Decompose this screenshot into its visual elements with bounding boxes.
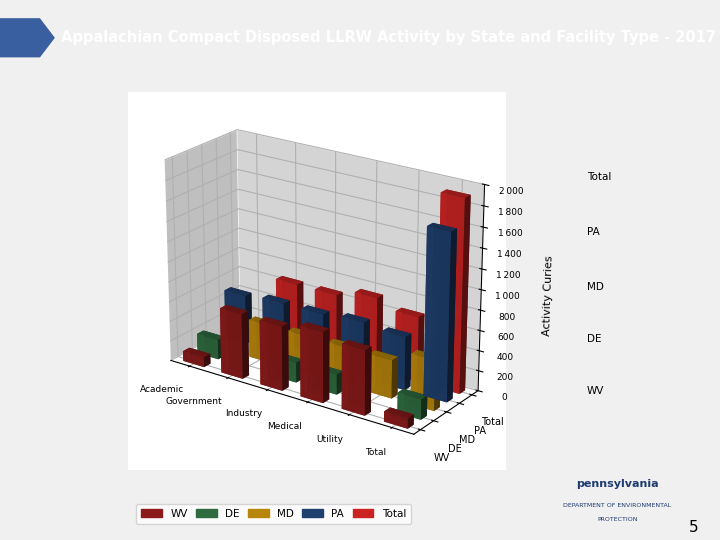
Text: DE: DE [587, 334, 601, 344]
Text: DEPARTMENT OF ENVIRONMENTAL: DEPARTMENT OF ENVIRONMENTAL [563, 503, 672, 508]
Text: PROTECTION: PROTECTION [597, 517, 638, 522]
Polygon shape [0, 19, 54, 57]
Legend: WV, DE, MD, PA, Total: WV, DE, MD, PA, Total [136, 504, 411, 524]
Text: pennsylvania: pennsylvania [576, 479, 659, 489]
Text: Total: Total [587, 172, 611, 182]
Text: PA: PA [587, 227, 600, 237]
Text: 5: 5 [689, 519, 698, 535]
Text: WV: WV [587, 386, 604, 396]
Text: Appalachian Compact Disposed LLRW Activity by State and Facility Type - 2017: Appalachian Compact Disposed LLRW Activi… [61, 30, 716, 45]
Text: MD: MD [587, 282, 603, 292]
